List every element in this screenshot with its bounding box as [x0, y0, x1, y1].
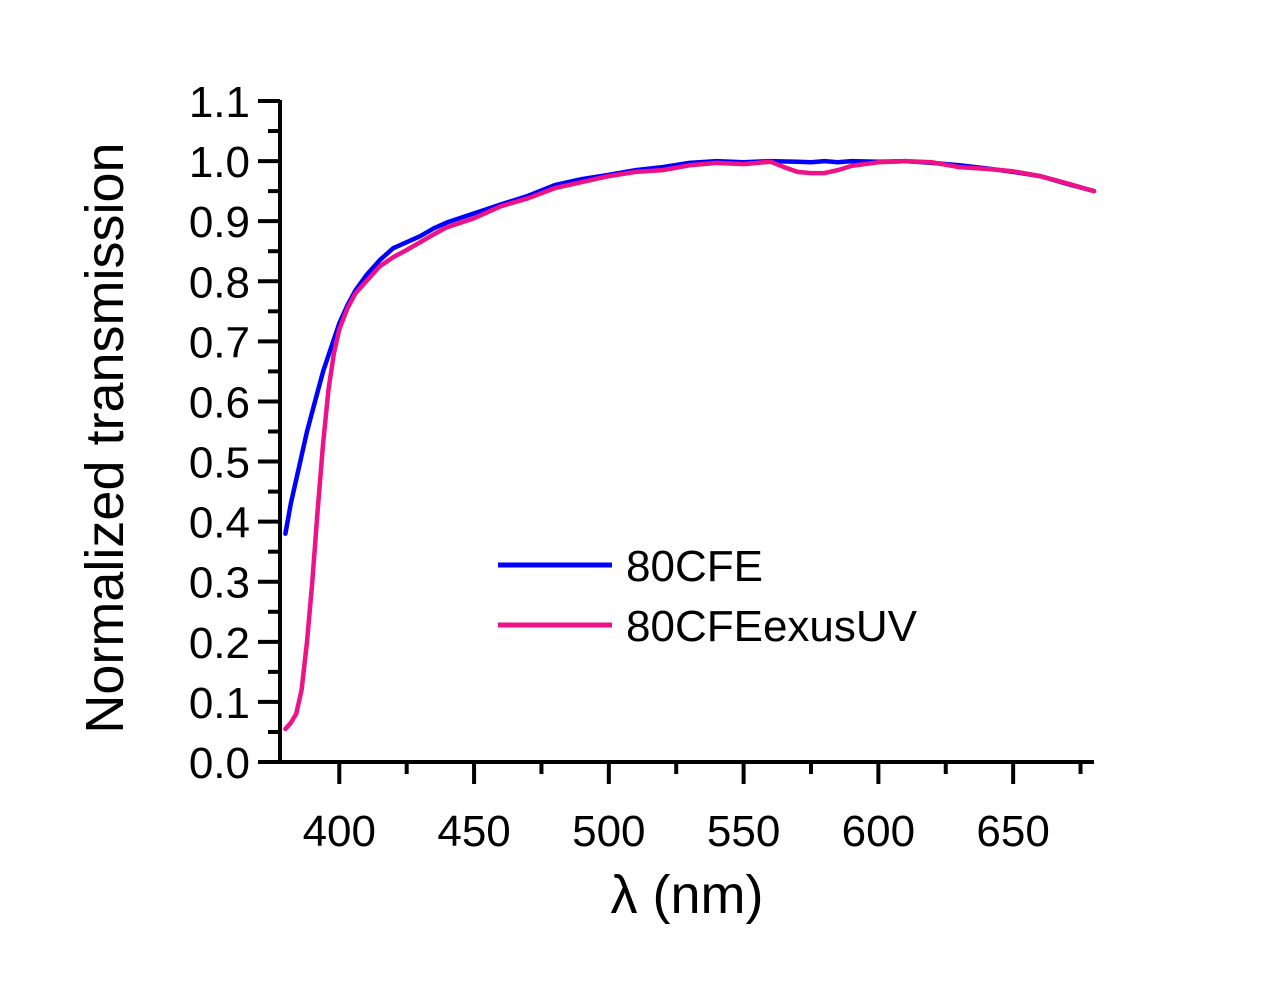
y-tick-label: 0.3	[189, 559, 250, 608]
x-tick-label: 500	[572, 807, 645, 856]
y-axis-title: Normalized transmission	[75, 142, 135, 733]
y-tick-label: 0.4	[189, 499, 250, 548]
x-tick-label: 650	[976, 807, 1049, 856]
y-tick-label: 0.6	[189, 378, 250, 427]
series-line-1	[283, 158, 1097, 732]
x-tick-label: 600	[842, 807, 915, 856]
x-tick-label: 450	[437, 807, 510, 856]
series-line-0	[283, 158, 1097, 536]
x-tick-label: 550	[707, 807, 780, 856]
legend-label: 80CFE	[626, 542, 763, 591]
y-tick-label: 0.5	[189, 439, 250, 488]
legend-label: 80CFEexusUV	[626, 602, 918, 651]
plot-area	[283, 158, 1097, 732]
ticks: 0.0 0.1 0.2 0.3 0.4 0.5 0.6 0.7 0.8 0.9 1.0 1.1 400 4…	[189, 78, 1083, 856]
legend: 80CFE 80CFEexusUV	[498, 542, 918, 651]
x-tick-label: 400	[303, 807, 376, 856]
y-tick-label: 0.0	[189, 739, 250, 788]
y-tick-label: 0.2	[189, 619, 250, 668]
y-tick-label: 0.9	[189, 198, 250, 247]
y-tick-label: 0.8	[189, 258, 250, 307]
y-tick-label: 1.1	[189, 78, 250, 127]
y-tick-label: 0.7	[189, 318, 250, 367]
y-tick-label: 1.0	[189, 138, 250, 187]
y-tick-label: 0.1	[189, 679, 250, 728]
x-axis-title: λ (nm)	[611, 865, 764, 925]
axes	[278, 100, 1094, 764]
